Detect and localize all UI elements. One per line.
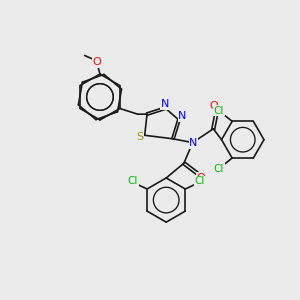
Text: Cl: Cl (128, 176, 138, 186)
Text: N: N (178, 111, 187, 122)
Text: Cl: Cl (194, 176, 205, 186)
Text: O: O (209, 101, 218, 111)
Text: N: N (160, 99, 169, 109)
Text: S: S (137, 132, 144, 142)
Text: O: O (196, 173, 205, 183)
Text: Cl: Cl (214, 106, 224, 116)
Text: O: O (93, 57, 101, 67)
Text: N: N (189, 138, 197, 148)
Text: Cl: Cl (214, 164, 224, 174)
